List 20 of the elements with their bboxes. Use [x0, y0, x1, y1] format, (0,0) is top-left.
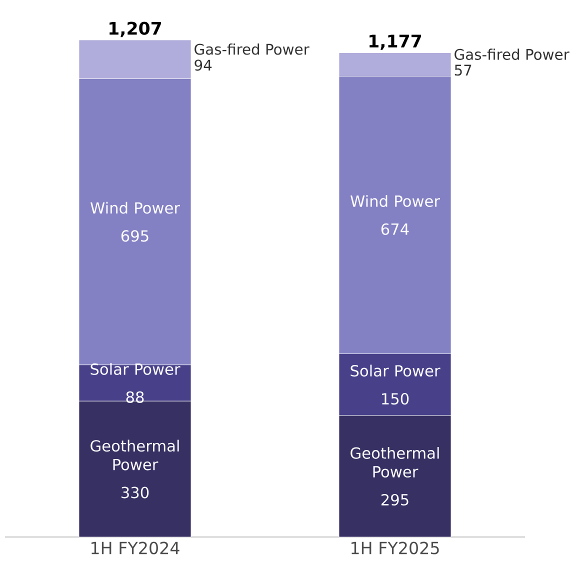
series-label: Gas-fired Power [454, 48, 570, 60]
series-label: Wind Power [90, 202, 180, 214]
data-label: 295 [381, 494, 408, 506]
text: Solar Power [350, 364, 440, 377]
text: Wind Power [350, 195, 440, 207]
series-label: Geothermal Power [350, 447, 439, 478]
text: Gas-fired Power [194, 43, 310, 55]
text: Geothermal Power [90, 440, 179, 470]
data-label: 695 [121, 230, 148, 242]
data-label: 150 [382, 392, 409, 405]
x-tick-label: 1H FY2024 [92, 542, 180, 554]
data-label: 94 [194, 60, 212, 71]
data-label: 88 [126, 391, 144, 403]
data-label: 330 [122, 486, 149, 498]
total-label: 1,177 [370, 34, 422, 50]
data-label: 674 [381, 223, 409, 235]
data-label: 57 [454, 64, 472, 76]
x-tick-label: 1H FY2025 [352, 542, 439, 554]
total-label: 1,207 [110, 22, 162, 38]
series-label: Solar Power [90, 363, 180, 375]
